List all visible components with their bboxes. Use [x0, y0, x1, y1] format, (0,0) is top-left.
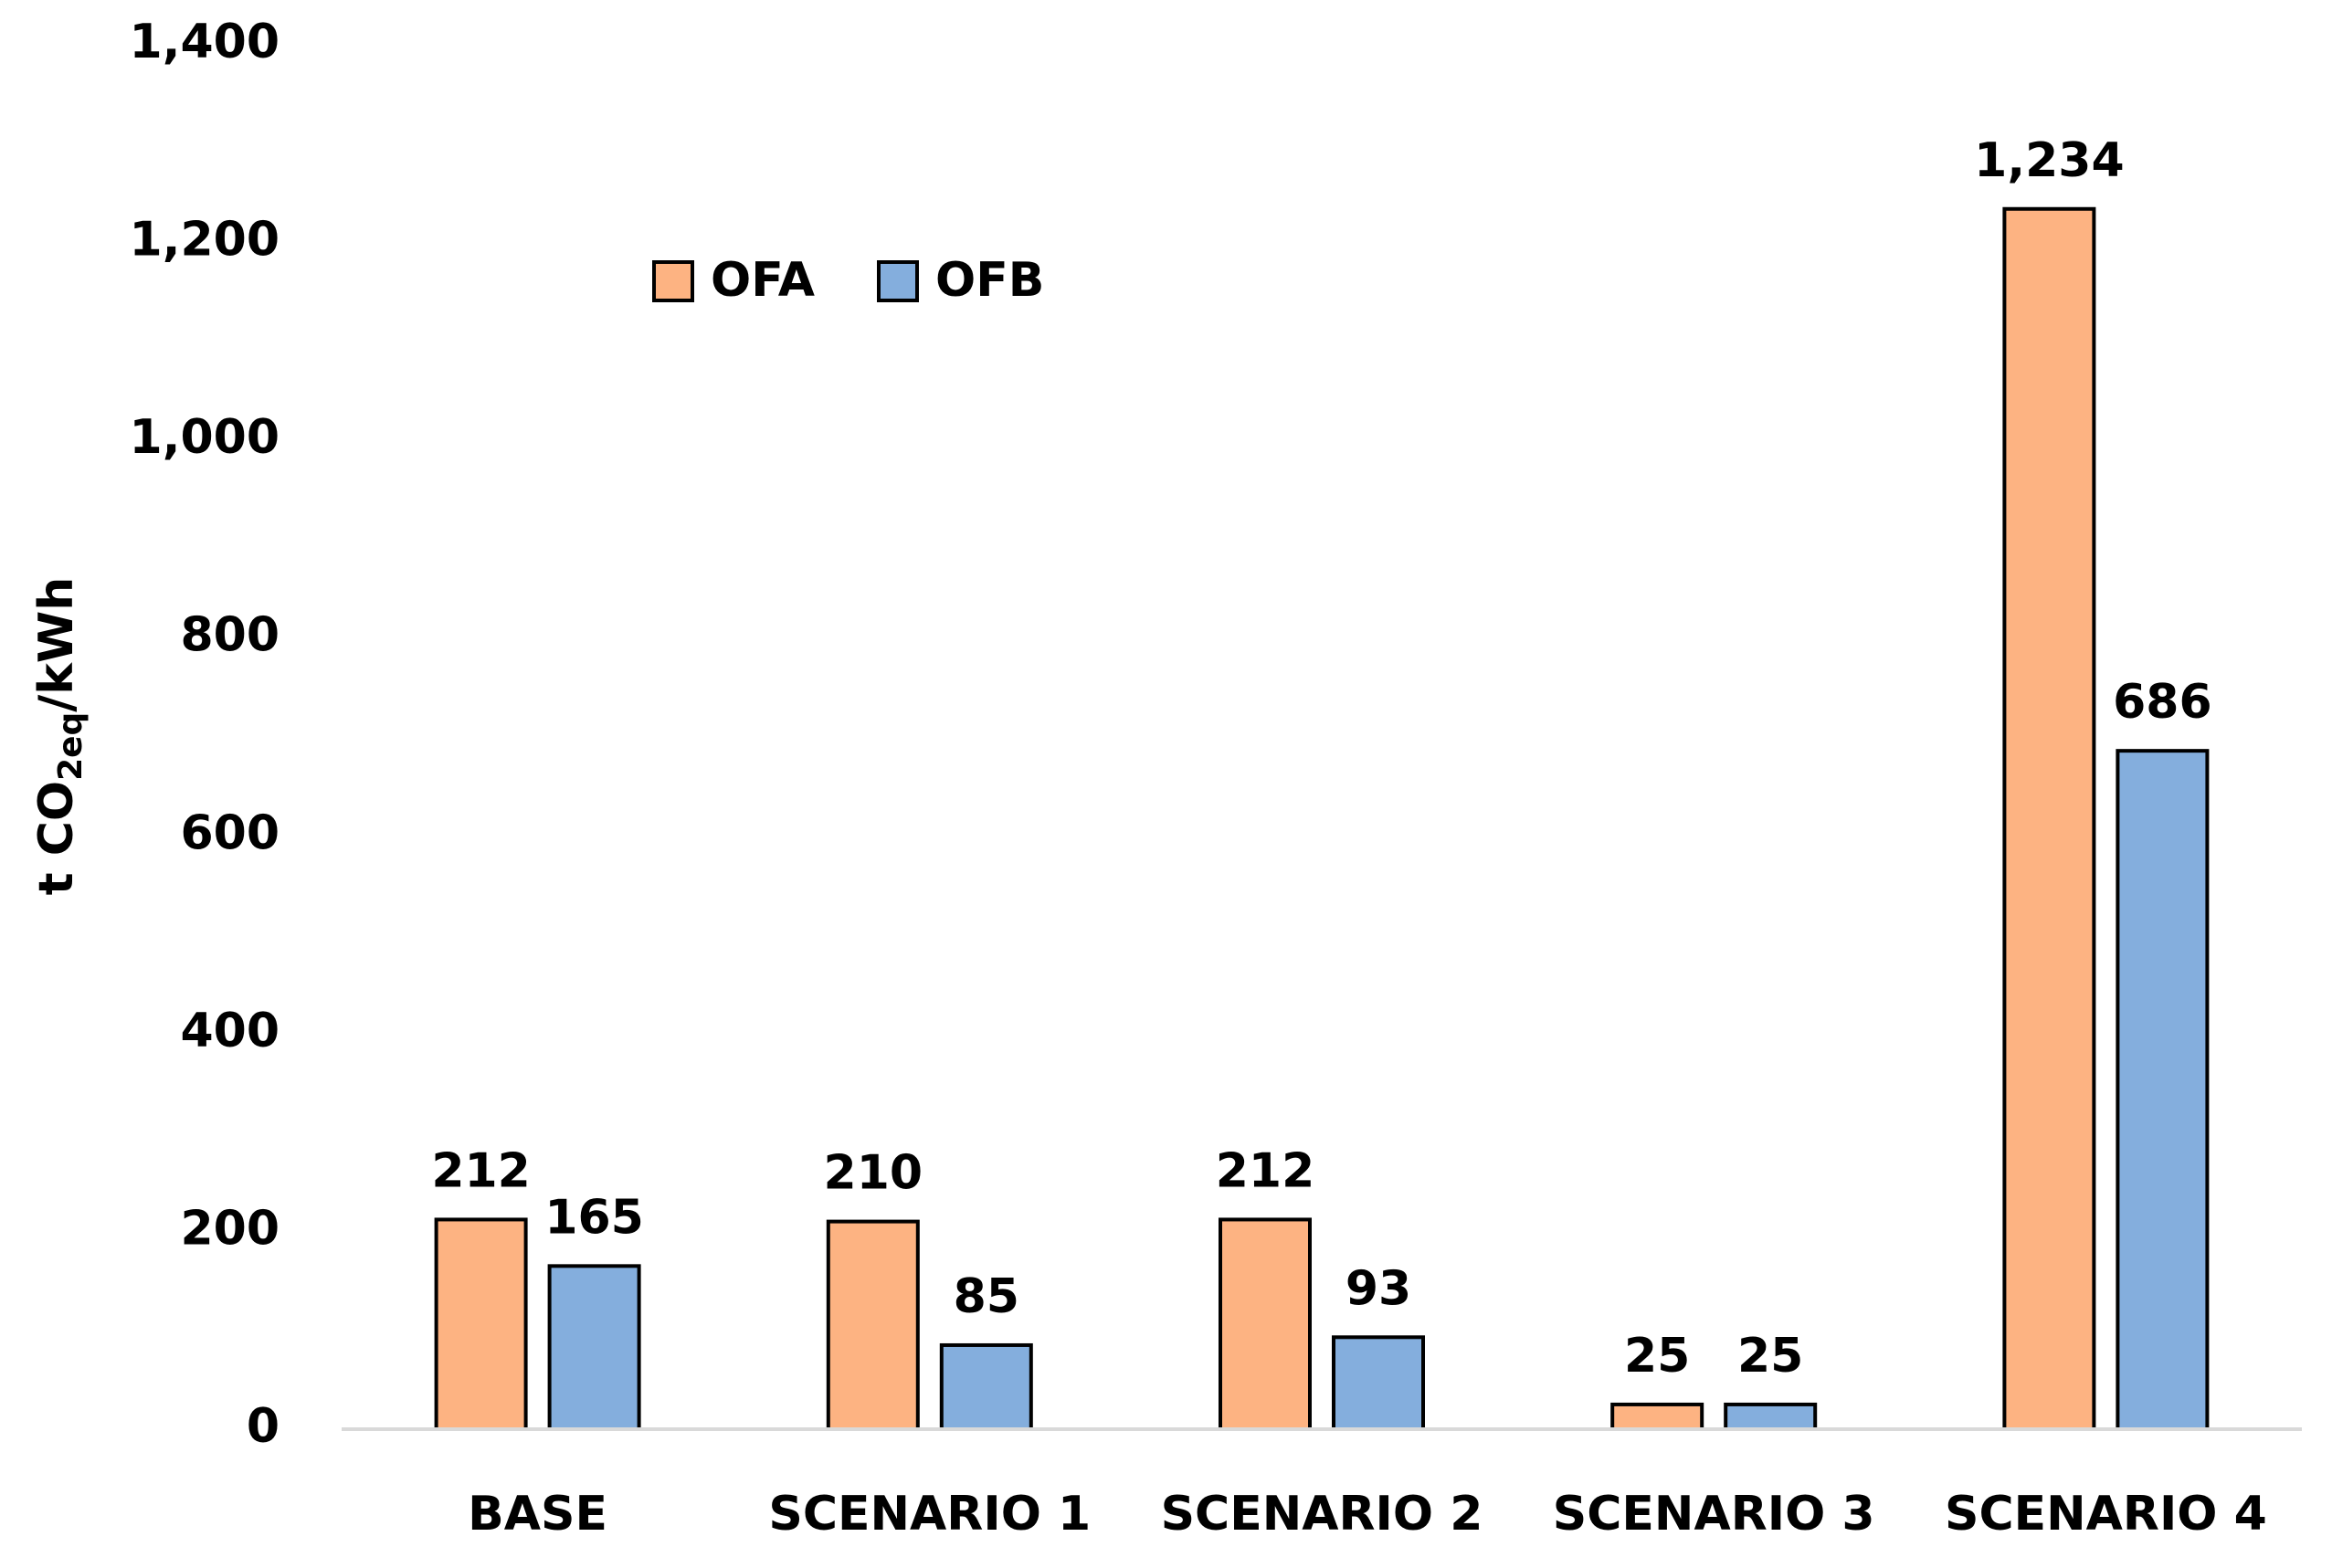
x-tick-label: SCENARIO 2	[1161, 1487, 1483, 1542]
bar	[547, 1264, 641, 1432]
value-label: 210	[824, 1146, 923, 1201]
y-tick-label: 1,400	[130, 15, 280, 69]
legend-label: OFB	[935, 253, 1044, 308]
value-label: 686	[2113, 675, 2212, 730]
value-label: 212	[1216, 1143, 1315, 1198]
x-tick-label: BASE	[468, 1487, 607, 1542]
y-label-part: /kWh	[29, 577, 84, 712]
x-tick-label: SCENARIO 4	[1945, 1487, 2267, 1542]
value-label: 25	[1624, 1329, 1690, 1384]
y-tick-label: 600	[180, 805, 280, 860]
bar	[1610, 1402, 1704, 1432]
bar	[1219, 1217, 1312, 1432]
bar	[434, 1217, 528, 1432]
y-tick-label: 200	[180, 1201, 280, 1256]
y-tick-label: 1,200	[130, 213, 280, 268]
y-axis-label: t CO2eq/kWh	[29, 577, 90, 896]
legend-swatch	[652, 260, 694, 302]
x-tick-label: SCENARIO 1	[768, 1487, 1091, 1542]
value-label: 85	[954, 1269, 1019, 1324]
bar	[1332, 1335, 1425, 1432]
bar	[1724, 1402, 1818, 1432]
bar	[2002, 206, 2096, 1432]
y-tick-label: 1,000	[130, 410, 280, 465]
y-tick-label: 0	[247, 1399, 280, 1454]
value-label: 1,234	[1974, 133, 2124, 188]
y-label-part: t CO	[29, 781, 84, 895]
value-label: 93	[1345, 1261, 1411, 1316]
bar	[2116, 749, 2210, 1431]
y-label-subscript: 2eq	[52, 712, 90, 781]
bar	[826, 1219, 920, 1431]
legend-swatch	[877, 260, 919, 302]
x-tick-label: SCENARIO 3	[1553, 1487, 1875, 1542]
value-label: 25	[1737, 1329, 1803, 1384]
bar	[939, 1342, 1033, 1432]
legend-label: OFA	[711, 253, 815, 308]
value-label: 165	[544, 1190, 644, 1245]
y-tick-label: 400	[180, 1004, 280, 1058]
value-label: 212	[431, 1143, 531, 1198]
y-tick-label: 800	[180, 608, 280, 663]
